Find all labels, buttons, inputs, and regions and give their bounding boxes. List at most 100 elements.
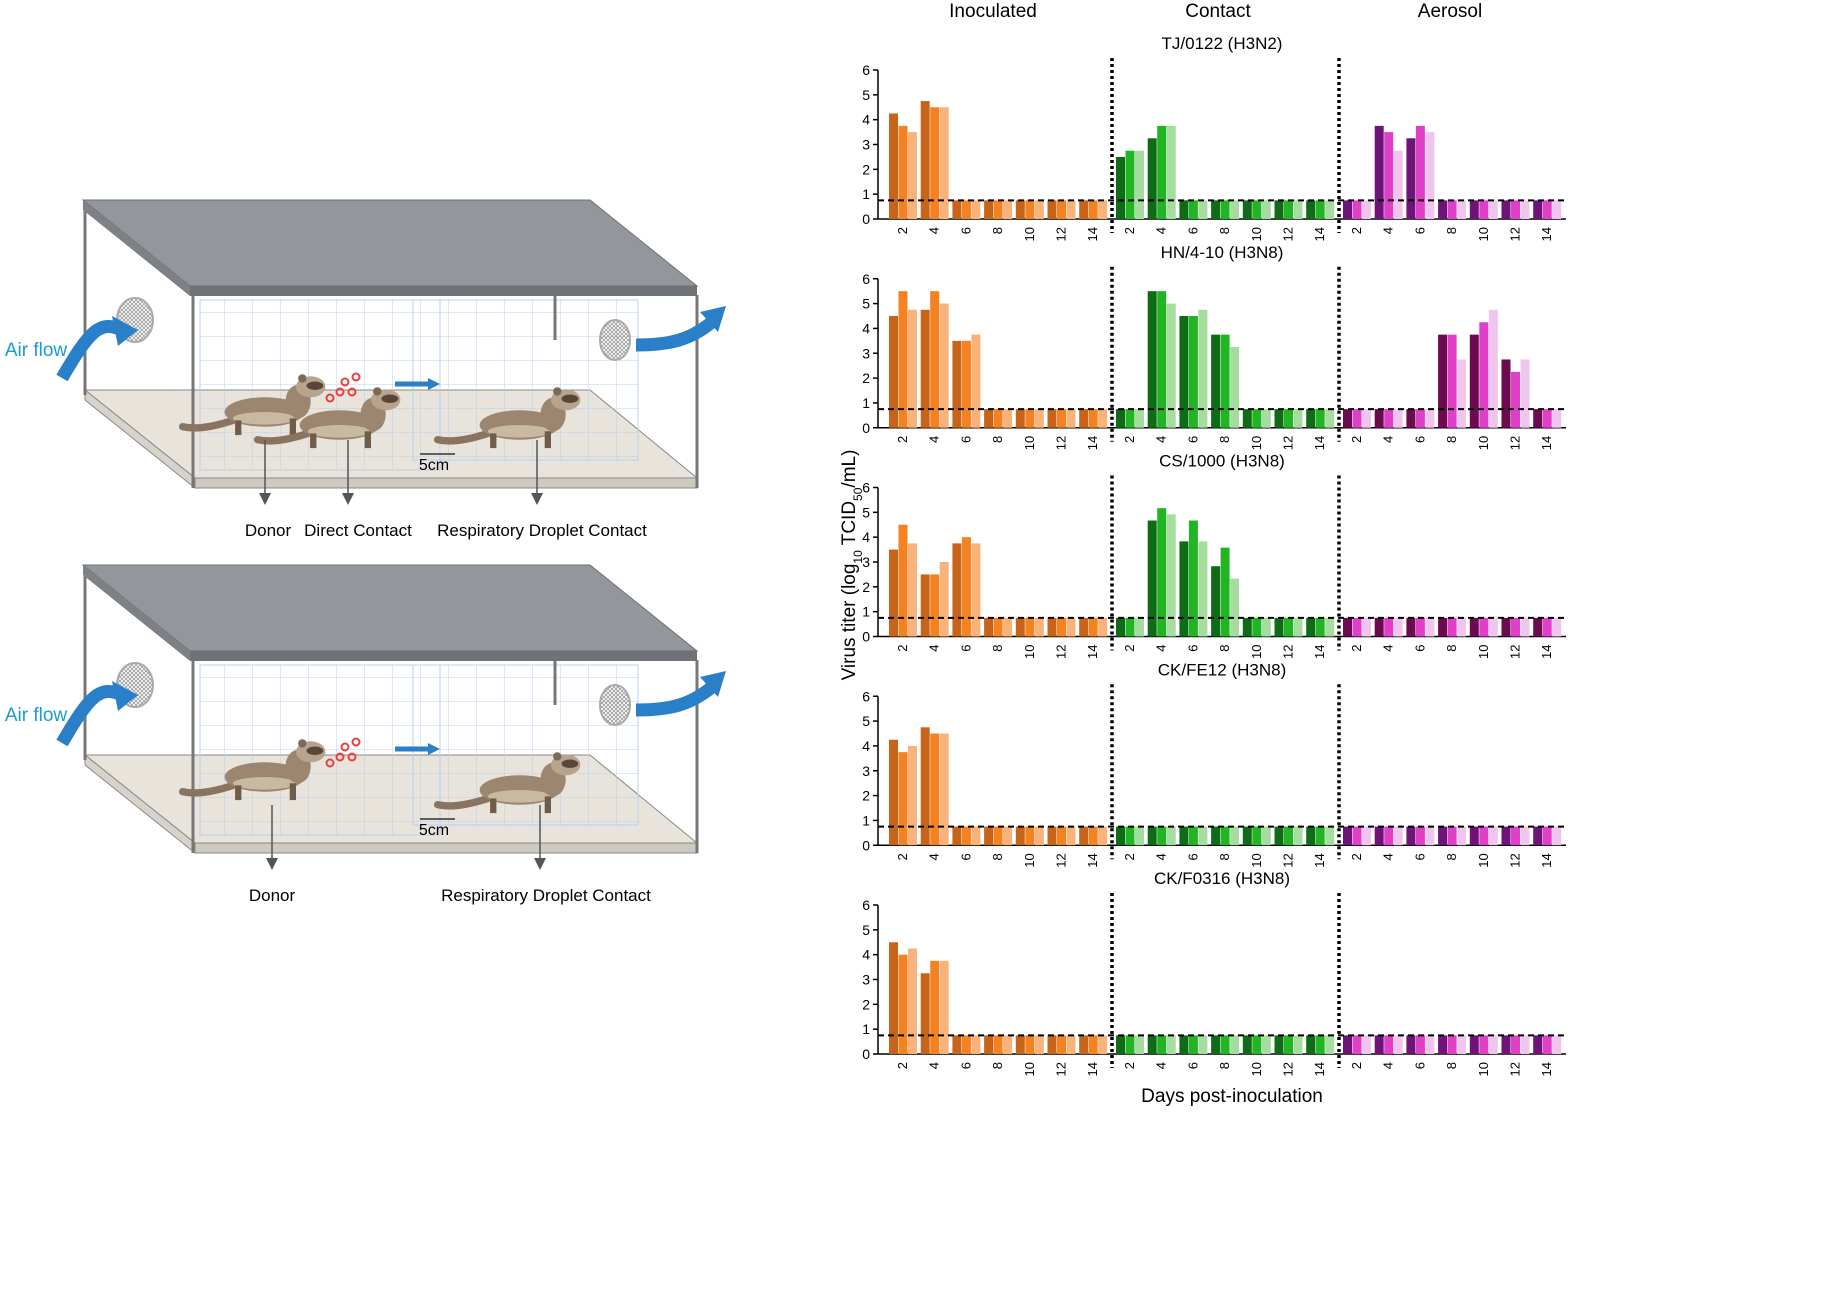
bar bbox=[889, 549, 898, 637]
bar bbox=[1057, 409, 1066, 428]
bar bbox=[1242, 409, 1252, 428]
bar bbox=[1034, 617, 1044, 637]
bar bbox=[1374, 617, 1384, 637]
ferret-tail bbox=[178, 781, 237, 797]
x-axis-label: Days post-inoculation bbox=[1141, 1086, 1323, 1107]
bar bbox=[961, 1035, 971, 1054]
x-tick-label: 8 bbox=[1217, 645, 1232, 652]
x-tick-label: 6 bbox=[1185, 645, 1200, 652]
bar bbox=[1230, 347, 1240, 428]
bar bbox=[1057, 617, 1066, 637]
bar bbox=[1147, 138, 1157, 219]
bar bbox=[1098, 1035, 1108, 1054]
ferret-leg bbox=[490, 433, 497, 449]
ferret-mask bbox=[306, 381, 324, 390]
y-tick-label: 4 bbox=[862, 529, 870, 545]
bar bbox=[1542, 826, 1552, 846]
bar bbox=[930, 733, 940, 846]
bar bbox=[1374, 1035, 1384, 1054]
bar bbox=[1393, 409, 1403, 428]
y-label-subscript: 50 bbox=[851, 487, 865, 501]
bar bbox=[1079, 826, 1089, 846]
bar bbox=[1457, 1035, 1467, 1054]
y-tick-label: 0 bbox=[862, 420, 870, 436]
bar bbox=[1501, 1035, 1511, 1054]
cage-roof-edge bbox=[190, 286, 697, 296]
bar bbox=[1198, 1035, 1208, 1054]
bar bbox=[1015, 200, 1025, 219]
y-tick-label: 0 bbox=[862, 1046, 870, 1062]
bar bbox=[889, 942, 898, 1054]
y-tick-label: 3 bbox=[862, 554, 870, 570]
bar bbox=[1425, 409, 1435, 428]
x-tick-label: 2 bbox=[1122, 645, 1137, 652]
bar bbox=[1552, 1035, 1562, 1054]
bar bbox=[1542, 200, 1552, 219]
bar bbox=[1252, 1035, 1262, 1054]
bar bbox=[1015, 826, 1025, 846]
bar bbox=[952, 340, 962, 428]
x-tick-label: 6 bbox=[1185, 227, 1200, 234]
x-tick-label: 6 bbox=[958, 436, 973, 443]
bar bbox=[939, 562, 949, 637]
bar bbox=[939, 960, 949, 1054]
x-tick-label: 10 bbox=[1022, 227, 1037, 241]
bar bbox=[1488, 200, 1498, 219]
bar bbox=[1374, 826, 1384, 846]
bar bbox=[1003, 617, 1013, 637]
bar bbox=[1274, 617, 1284, 637]
bar bbox=[1252, 200, 1262, 219]
bar bbox=[1406, 617, 1416, 637]
bar bbox=[961, 537, 971, 637]
bar bbox=[1079, 617, 1089, 637]
ferret-tail bbox=[178, 416, 237, 432]
bar bbox=[1125, 1035, 1135, 1054]
bar bbox=[1088, 409, 1098, 428]
y-tick-label: 0 bbox=[862, 211, 870, 227]
animal-label: Donor bbox=[245, 521, 292, 540]
bar bbox=[1098, 826, 1108, 846]
animal-label: Donor bbox=[249, 886, 296, 905]
bar bbox=[952, 1035, 962, 1054]
bar bbox=[1488, 617, 1498, 637]
bar bbox=[920, 309, 930, 428]
bar bbox=[1501, 826, 1511, 846]
bar bbox=[993, 200, 1003, 219]
x-tick-label: 14 bbox=[1539, 1062, 1554, 1076]
air-flow-arrow bbox=[635, 681, 717, 717]
bar bbox=[971, 826, 981, 846]
bar bbox=[1552, 617, 1562, 637]
bar bbox=[1284, 1035, 1293, 1054]
bar bbox=[1552, 200, 1562, 219]
bar bbox=[889, 113, 898, 219]
bar bbox=[1066, 1035, 1076, 1054]
bar bbox=[1306, 409, 1316, 428]
bar bbox=[1384, 826, 1394, 846]
bar bbox=[1520, 826, 1530, 846]
bar bbox=[1198, 541, 1208, 637]
ferret-leg bbox=[235, 420, 242, 436]
y-label-subscript: 10 bbox=[851, 550, 865, 564]
air-flow-arrowhead bbox=[700, 306, 726, 332]
bar bbox=[1533, 409, 1543, 428]
bar bbox=[1066, 617, 1076, 637]
bar bbox=[1325, 826, 1335, 846]
x-tick-label: 6 bbox=[1412, 227, 1427, 234]
ferret bbox=[253, 387, 401, 449]
x-tick-label: 14 bbox=[1539, 436, 1554, 450]
bar bbox=[1520, 359, 1530, 428]
y-tick-label: 5 bbox=[862, 713, 870, 729]
ferret-belly bbox=[488, 425, 551, 438]
bar bbox=[1542, 409, 1552, 428]
bar bbox=[1406, 409, 1416, 428]
bar bbox=[930, 291, 940, 428]
x-tick-label: 6 bbox=[1185, 1062, 1200, 1069]
bar bbox=[1552, 826, 1562, 846]
bar bbox=[1116, 826, 1125, 846]
bar bbox=[1501, 359, 1511, 428]
bar bbox=[1025, 617, 1035, 637]
bar bbox=[1447, 1035, 1457, 1054]
bar bbox=[898, 524, 908, 637]
x-tick-label: 6 bbox=[1412, 436, 1427, 443]
bar bbox=[1034, 1035, 1044, 1054]
